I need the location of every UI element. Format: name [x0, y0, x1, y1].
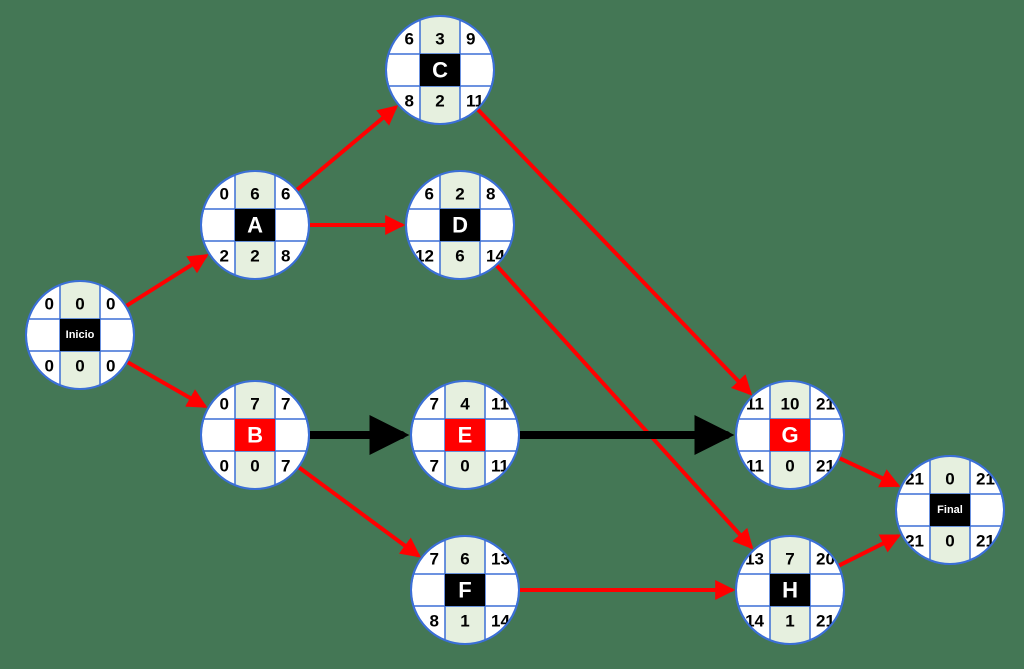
node-value: 2 — [220, 247, 229, 266]
node-value: 6 — [425, 185, 434, 204]
node-value: 8 — [281, 247, 290, 266]
node-value: 2 — [250, 247, 259, 266]
node-value: 0 — [945, 532, 954, 551]
node-value: 0 — [45, 295, 54, 314]
node-value: 7 — [785, 550, 794, 569]
node-B: B077007 — [201, 381, 309, 489]
node-value: 0 — [106, 295, 115, 314]
node-label: Inicio — [66, 329, 95, 341]
node-value: 1 — [785, 612, 794, 631]
node-value: 7 — [430, 395, 439, 414]
node-value: 6 — [455, 247, 464, 266]
node-value: 1 — [460, 612, 469, 631]
node-value: 7 — [281, 395, 290, 414]
node-label: Final — [937, 504, 963, 516]
node-value: 4 — [460, 395, 470, 414]
node-E: E74117011 — [411, 381, 519, 489]
node-value: 10 — [781, 395, 800, 414]
node-C: C6398211 — [386, 16, 494, 124]
node-value: 2 — [435, 92, 444, 111]
node-value: 0 — [45, 357, 54, 376]
node-value: 8 — [405, 92, 414, 111]
node-value: 8 — [430, 612, 439, 631]
node-value: 6 — [250, 185, 259, 204]
node-value: 0 — [220, 185, 229, 204]
node-value: 2 — [455, 185, 464, 204]
node-value: 7 — [281, 457, 290, 476]
node-value: 0 — [250, 457, 259, 476]
node-value: 7 — [430, 550, 439, 569]
node-A: A0 6 6 2 2 8 — [201, 171, 309, 279]
node-value: 9 — [466, 30, 475, 49]
node-label: C — [432, 58, 448, 83]
node-H: H1372014121 — [736, 536, 844, 644]
node-value: 0 — [220, 395, 229, 414]
node-value: 7 — [250, 395, 259, 414]
node-value: 0 — [785, 457, 794, 476]
node-value: 6 — [405, 30, 414, 49]
node-label: E — [458, 423, 473, 448]
node-D: D62812614 — [406, 171, 514, 279]
node-Final: Final2102121021 — [896, 456, 1004, 564]
node-label: B — [247, 423, 263, 448]
node-label: D — [452, 213, 468, 238]
node-value: 0 — [460, 457, 469, 476]
node-label: G — [781, 423, 798, 448]
node-label: H — [782, 578, 798, 603]
node-label: F — [458, 578, 471, 603]
node-value: 8 — [486, 185, 495, 204]
node-value: 0 — [220, 457, 229, 476]
node-value: 0 — [106, 357, 115, 376]
node-value: 0 — [945, 470, 954, 489]
node-F: F76138114 — [411, 536, 519, 644]
node-value: 3 — [435, 30, 444, 49]
node-value: 0 — [75, 295, 84, 314]
node-value: 6 — [281, 185, 290, 204]
node-value: 6 — [460, 550, 469, 569]
node-Inicio: Inicio 0 0 0 0 0 0 — [26, 281, 134, 389]
node-value: 7 — [430, 457, 439, 476]
node-value: 0 — [75, 357, 84, 376]
node-label: A — [247, 213, 263, 238]
cpm-network-diagram: Inicio000000A066228B077007C6398211D62812… — [0, 0, 1024, 669]
node-G: G11102111021 — [736, 381, 844, 489]
